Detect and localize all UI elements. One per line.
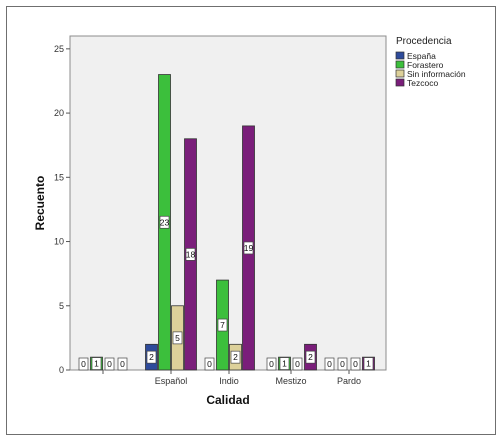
data-label-box	[217, 318, 228, 332]
data-label-box	[159, 215, 170, 229]
data-label: 1	[94, 359, 99, 369]
legend-swatch	[395, 78, 405, 87]
data-label: 0	[340, 359, 345, 369]
data-label-box	[204, 357, 215, 371]
data-label: 0	[295, 359, 300, 369]
legend-label: Forastero	[407, 60, 444, 70]
data-label-box	[117, 357, 128, 371]
data-label: 1	[282, 359, 287, 369]
data-label: 0	[269, 359, 274, 369]
x-axis-title: Calidad	[206, 393, 249, 407]
legend-label: España	[407, 51, 436, 61]
data-label-box	[78, 357, 89, 371]
legend-label: Sin información	[407, 69, 466, 79]
data-label-box	[292, 357, 303, 371]
data-label: 18	[186, 249, 196, 259]
data-label-box	[279, 357, 290, 370]
x-tick-label: Indio	[219, 376, 239, 386]
legend-label: Tezcoco	[407, 78, 438, 88]
legend-title: Procedencia	[396, 36, 452, 47]
legend-swatch	[395, 51, 405, 60]
data-label: 5	[175, 333, 180, 343]
data-label: 2	[233, 352, 238, 362]
data-label: 0	[353, 359, 358, 369]
data-label-box	[305, 350, 316, 364]
data-label: 23	[160, 217, 170, 227]
x-axis: Español Indio Mestizo Pardo	[102, 370, 361, 386]
data-label-box	[185, 248, 196, 261]
x-tick-label: Pardo	[337, 376, 361, 386]
data-label-box	[266, 357, 277, 371]
legend-swatch	[395, 60, 405, 69]
data-label-box	[363, 357, 374, 370]
data-label: 0	[120, 359, 125, 369]
data-label: 0	[81, 359, 86, 369]
data-label-box	[243, 241, 254, 255]
data-label-box	[230, 350, 241, 364]
x-tick-label: Español	[155, 376, 188, 386]
y-tick-label: 15	[54, 172, 64, 182]
y-axis: 0 5 10 15 20 25	[54, 44, 70, 375]
data-label-box	[172, 331, 183, 345]
y-tick-label: 10	[54, 237, 64, 247]
data-label: 2	[308, 352, 313, 362]
data-label-box	[337, 357, 348, 371]
x-tick-label: Mestizo	[275, 376, 306, 386]
data-label-box	[91, 357, 102, 370]
legend-swatch	[395, 69, 405, 78]
y-tick-label: 0	[59, 365, 64, 375]
data-label: 0	[107, 359, 112, 369]
data-label: 0	[207, 359, 212, 369]
y-axis-title: Recuento	[33, 176, 47, 231]
data-label: 0	[327, 359, 332, 369]
data-label: 2	[149, 352, 154, 362]
data-label-box	[146, 350, 157, 364]
data-label: 19	[244, 243, 254, 253]
data-label-box	[324, 357, 335, 371]
y-tick-label: 5	[59, 301, 64, 311]
data-label-box	[350, 357, 361, 371]
y-tick-label: 25	[54, 44, 64, 54]
data-label: 7	[220, 320, 225, 330]
data-label-box	[104, 357, 115, 371]
y-tick-label: 20	[54, 108, 64, 118]
data-label: 1	[366, 359, 371, 369]
